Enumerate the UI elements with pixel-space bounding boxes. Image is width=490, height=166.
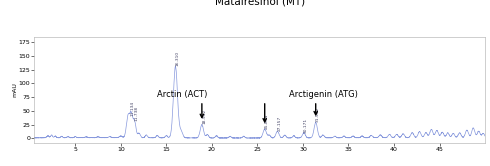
Text: 16.310: 16.310: [176, 51, 180, 66]
Text: Arctin (ACT): Arctin (ACT): [157, 90, 208, 99]
Text: 30.171: 30.171: [304, 118, 308, 133]
Text: 31.542: 31.542: [316, 107, 320, 122]
Text: 27.157: 27.157: [278, 116, 282, 131]
Text: Matairesinol (MT): Matairesinol (MT): [215, 0, 305, 7]
Text: 18.932: 18.932: [202, 109, 206, 124]
Text: Arctigenin (ATG): Arctigenin (ATG): [289, 90, 358, 99]
Y-axis label: mAU: mAU: [12, 82, 17, 97]
Text: 11.134: 11.134: [130, 100, 134, 116]
Text: 25.894: 25.894: [265, 114, 269, 129]
Text: 11.738: 11.738: [135, 106, 139, 121]
